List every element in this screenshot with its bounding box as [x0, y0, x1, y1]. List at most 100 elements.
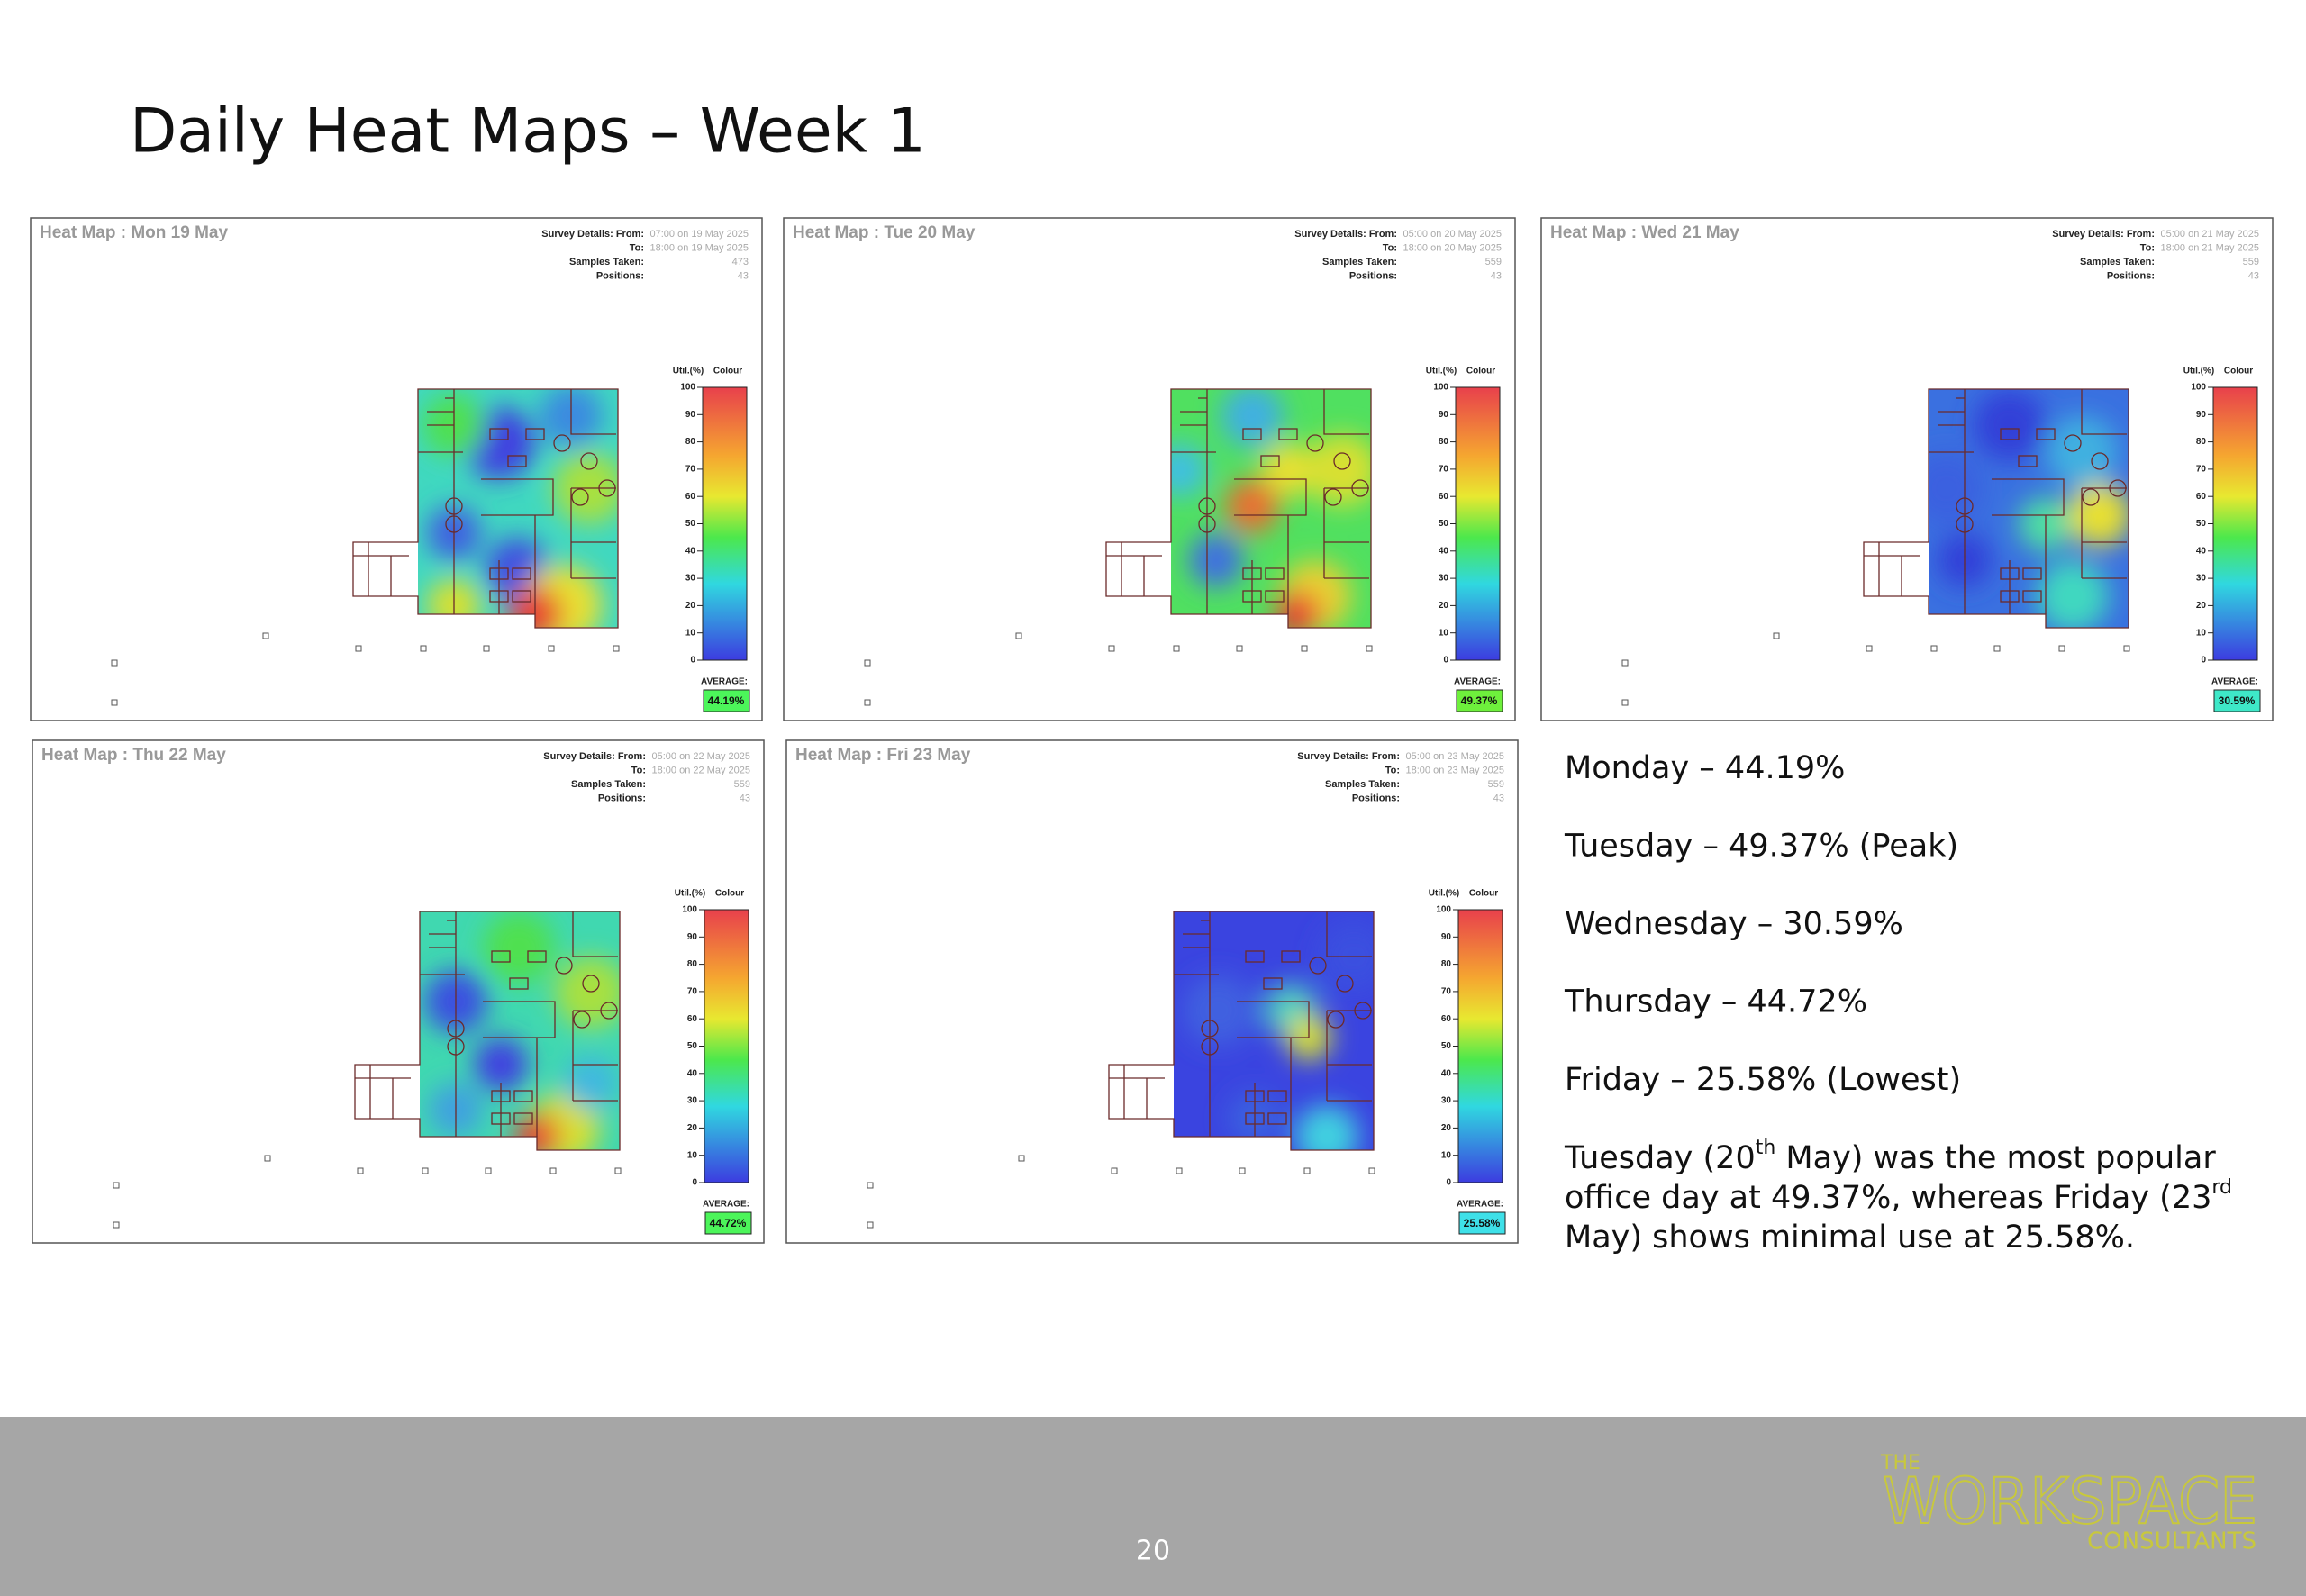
detail-label: Survey Details: From:	[1297, 751, 1400, 762]
sensor-marker	[1015, 632, 1022, 639]
sensor-marker	[483, 645, 490, 652]
colour-bar	[2212, 386, 2258, 661]
text-run: Tuesday (20	[1564, 1140, 1756, 1176]
legend-tick-label: 70	[685, 465, 696, 475]
legend-tick-label: 80	[685, 437, 696, 447]
average-value: 25.58%	[1464, 1217, 1501, 1229]
sensor-marker	[355, 645, 362, 652]
legend-tick-label: 100	[680, 383, 695, 393]
sensor-marker	[420, 645, 427, 652]
logo-the: THE	[1880, 1452, 1920, 1474]
sensor-marker	[867, 1182, 874, 1189]
summary-paragraph-line: May) shows minimal use at 25.58%.	[1565, 1220, 2135, 1256]
sensor-marker	[614, 1167, 622, 1174]
average-box	[703, 689, 750, 712]
panel-frame	[1540, 217, 2274, 721]
detail-value: 559	[2243, 257, 2259, 268]
legend-tick-label: 10	[687, 1150, 698, 1160]
detail-value: 559	[734, 779, 750, 790]
sensor-marker	[549, 1167, 557, 1174]
heat-blob	[1306, 434, 1371, 506]
heat-blob	[1183, 975, 1255, 1047]
legend-tick-label: 40	[1439, 546, 1449, 556]
legend-tick-label: 90	[1441, 932, 1452, 942]
detail-value: 43	[2248, 270, 2259, 281]
heat-blob	[483, 911, 555, 984]
sensor-marker	[1993, 645, 2001, 652]
legend-tick-label: 70	[1439, 465, 1449, 475]
legend-tick-label: 90	[2196, 410, 2207, 420]
summary-paragraph-line: office day at 49.37%, whereas Friday (23…	[1565, 1176, 2232, 1217]
legend-tick-label: 60	[1441, 1014, 1452, 1024]
detail-label: Samples Taken:	[2080, 257, 2155, 268]
legend-tick-label: 0	[690, 656, 695, 666]
desk	[2018, 455, 2038, 467]
legend-tick-label: 90	[685, 410, 696, 420]
text-run: office day at 49.37%, whereas Friday (23	[1565, 1180, 2211, 1216]
desk-cluster	[1306, 434, 1324, 452]
legend-tick-label: 60	[1439, 492, 1449, 502]
average-value: 49.37%	[1461, 694, 1498, 707]
desk-cluster	[1327, 1011, 1345, 1029]
floor-plan	[352, 388, 619, 629]
desk	[2036, 428, 2056, 440]
heat-map-panel: Heat Map : Tue 20 May Survey Details: Fro…	[783, 217, 1516, 721]
average-value: 44.72%	[710, 1217, 747, 1229]
sensor-marker	[867, 1221, 874, 1229]
desk-cluster	[447, 1038, 465, 1056]
average-label: AVERAGE:	[2211, 677, 2258, 687]
detail-value: 559	[1488, 779, 1504, 790]
legend-tick-label: 100	[1433, 383, 1448, 393]
desk	[2000, 567, 2020, 580]
sensor-marker	[864, 699, 871, 706]
detail-value: 18:00 on 19 May 2025	[650, 242, 749, 253]
detail-value: 05:00 on 22 May 2025	[652, 751, 750, 762]
desk	[1242, 567, 1262, 580]
sensor-marker	[111, 699, 118, 706]
average-label: AVERAGE:	[703, 1200, 749, 1210]
legend-tick-label: 80	[687, 959, 698, 969]
legend-util: Util.(%)	[1429, 889, 1459, 899]
legend-tick-label: 0	[1443, 656, 1448, 666]
sensor-marker	[1108, 645, 1115, 652]
desk-cluster	[2109, 479, 2127, 497]
floor-plan	[1108, 911, 1375, 1151]
panel-title: Heat Map : Thu 22 May	[41, 746, 226, 765]
detail-value: 07:00 on 19 May 2025	[650, 229, 749, 240]
sensor-marker	[1930, 645, 1938, 652]
detail-value: 18:00 on 23 May 2025	[1406, 765, 1504, 775]
sensor-marker	[1366, 645, 1373, 652]
plan-rooms	[1109, 911, 1372, 1137]
desk	[1265, 590, 1285, 603]
detail-label: Positions:	[598, 793, 646, 803]
detail-value: 43	[1493, 793, 1504, 803]
detail-label: To:	[1383, 242, 1397, 253]
heat-blob	[1171, 443, 1207, 497]
sensor-marker	[264, 1155, 271, 1162]
sensor-marker	[262, 632, 269, 639]
detail-label: To:	[2140, 242, 2155, 253]
legend-tick-label: 10	[2196, 628, 2207, 638]
detail-value: 18:00 on 22 May 2025	[652, 765, 750, 775]
sensor-marker	[113, 1221, 120, 1229]
detail-value: 05:00 on 21 May 2025	[2161, 229, 2259, 240]
legend-util: Util.(%)	[1426, 367, 1457, 376]
detail-label: Samples Taken:	[571, 779, 646, 790]
sensor-marker	[613, 645, 620, 652]
plan-rooms	[1864, 389, 2127, 614]
desk-cluster	[1351, 479, 1369, 497]
page-number: 20	[1136, 1536, 1170, 1567]
sensor-marker	[1018, 1155, 1025, 1162]
heat-map-panel: Heat Map : Mon 19 May Survey Details: Fro…	[30, 217, 763, 721]
legend-colour: Colour	[1466, 367, 1495, 376]
heat-blob	[1189, 533, 1243, 587]
detail-value: 05:00 on 20 May 2025	[1403, 229, 1502, 240]
summary-line: Monday – 44.19%	[1565, 750, 1845, 786]
heat-blob	[1261, 443, 1315, 497]
floor-plan	[354, 911, 621, 1151]
desk	[2022, 567, 2042, 580]
legend-tick-label: 30	[687, 1096, 698, 1106]
desk-cluster	[1198, 515, 1216, 533]
desk	[513, 1112, 533, 1125]
desk-cluster	[1198, 497, 1216, 515]
